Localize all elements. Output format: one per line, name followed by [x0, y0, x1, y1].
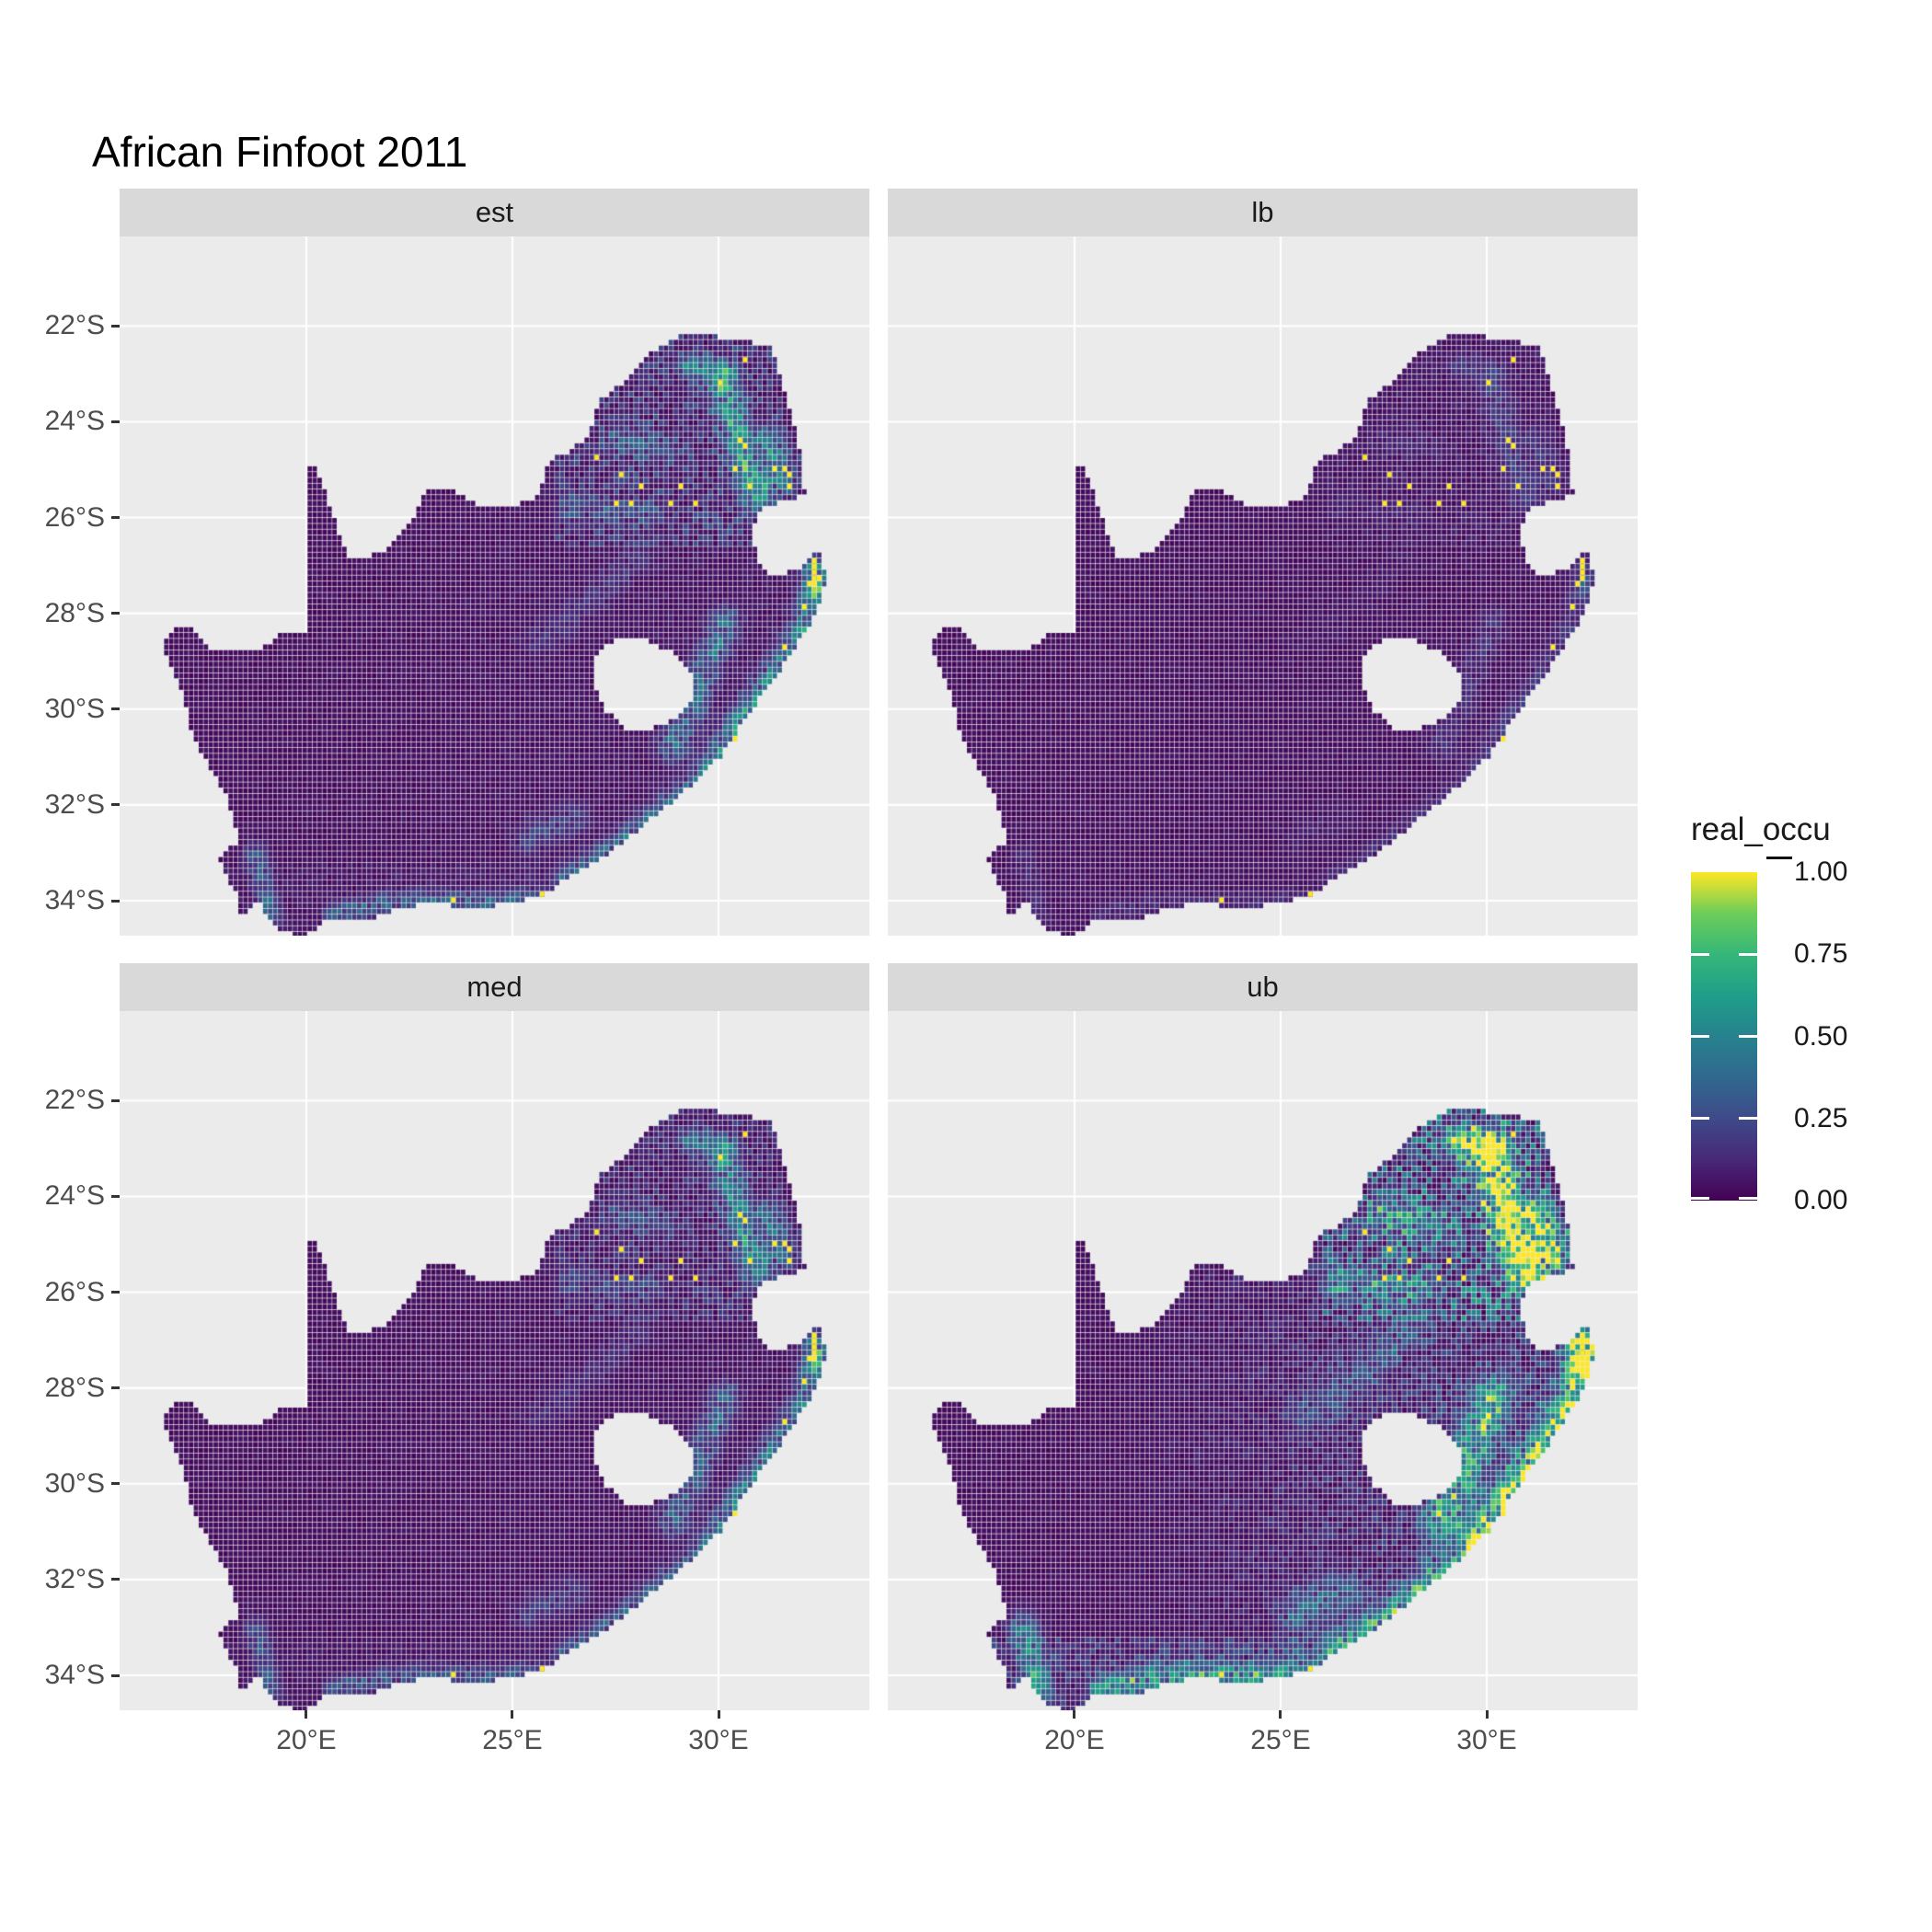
x-axis-tick: [511, 1710, 514, 1719]
legend-tick: [1691, 1117, 1709, 1121]
y-axis-tick: [111, 516, 120, 520]
x-axis-tick-label: 20°E: [276, 1725, 337, 1755]
y-axis-tick: [111, 707, 120, 711]
y-axis-tick: [111, 1194, 120, 1198]
x-axis-tick-label: 20°E: [1044, 1725, 1105, 1755]
plot-title: African Finfoot 2011: [92, 128, 468, 176]
y-axis-tick-label: 26°S: [44, 1276, 105, 1307]
raster-map-med: [120, 1011, 869, 1710]
facet-strip-lb: lb: [888, 189, 1638, 236]
legend-label: 0.25: [1794, 1102, 1848, 1133]
y-axis-tick-label: 22°S: [44, 1085, 105, 1116]
map-panel-lb: [888, 236, 1638, 936]
y-axis-tick-label: 28°S: [44, 597, 105, 628]
facet-strip-med: med: [120, 963, 869, 1011]
y-axis-tick: [111, 1578, 120, 1581]
y-axis-tick-label: 26°S: [44, 501, 105, 533]
facet-strip-ub: ub: [888, 963, 1638, 1011]
y-axis-tick: [111, 1386, 120, 1390]
y-axis-tick: [111, 1482, 120, 1486]
legend-top-tick: [1766, 857, 1792, 859]
y-axis-tick: [111, 803, 120, 807]
facet-strip-label-est: est: [475, 196, 514, 228]
map-panel-ub: [888, 1011, 1638, 1710]
legend-title: real_occu: [1691, 811, 1831, 847]
x-axis-tick: [1279, 1710, 1282, 1719]
x-axis-tick-label: 25°E: [482, 1725, 543, 1755]
y-axis-tick-label: 28°S: [44, 1372, 105, 1403]
legend-label: 0.50: [1794, 1020, 1848, 1052]
y-axis-tick-label: 30°S: [44, 693, 105, 724]
y-axis-tick-label: 22°S: [44, 310, 105, 341]
x-axis-tick: [1485, 1710, 1489, 1719]
legend-tick: [1739, 1035, 1757, 1038]
x-axis-tick: [1073, 1710, 1076, 1719]
y-axis-tick-label: 24°S: [44, 1180, 105, 1212]
raster-map-lb: [888, 236, 1638, 936]
y-axis-tick: [111, 324, 120, 328]
facet-strip-label-med: med: [466, 971, 523, 1003]
y-axis-tick-label: 32°S: [44, 788, 105, 820]
raster-map-est: [120, 236, 869, 936]
y-axis-tick: [111, 899, 120, 903]
legend-tick: [1739, 952, 1757, 956]
legend-tick: [1739, 1117, 1757, 1121]
y-axis-tick: [111, 1673, 120, 1677]
legend-label: 0.75: [1794, 938, 1848, 970]
map-panel-med: [120, 1011, 869, 1710]
y-axis-tick: [111, 420, 120, 423]
x-axis-tick: [305, 1710, 308, 1719]
x-axis-tick-label: 30°E: [1456, 1725, 1517, 1755]
raster-map-ub: [888, 1011, 1638, 1710]
legend-label: 0.00: [1794, 1185, 1848, 1215]
legend-tick: [1691, 1196, 1709, 1200]
y-axis-tick: [111, 1098, 120, 1102]
legend-label: 1.00: [1794, 857, 1848, 887]
map-panel-est: [120, 236, 869, 936]
y-axis-tick: [111, 612, 120, 615]
y-axis-tick-label: 32°S: [44, 1563, 105, 1594]
legend-tick: [1691, 1035, 1709, 1038]
legend-tick: [1739, 1196, 1757, 1200]
legend-tick: [1691, 952, 1709, 956]
facet-strip-est: est: [120, 189, 869, 236]
y-axis-tick-label: 24°S: [44, 406, 105, 437]
x-axis-tick: [717, 1710, 720, 1719]
x-axis-tick-label: 25°E: [1250, 1725, 1311, 1755]
x-axis-tick-label: 30°E: [688, 1725, 749, 1755]
y-axis-tick-label: 30°S: [44, 1467, 105, 1499]
y-axis-tick-label: 34°S: [44, 1660, 105, 1690]
facet-strip-label-lb: lb: [1251, 196, 1274, 228]
y-axis-tick: [111, 1291, 120, 1294]
y-axis-tick-label: 34°S: [44, 885, 105, 915]
facet-strip-label-ub: ub: [1247, 971, 1279, 1003]
